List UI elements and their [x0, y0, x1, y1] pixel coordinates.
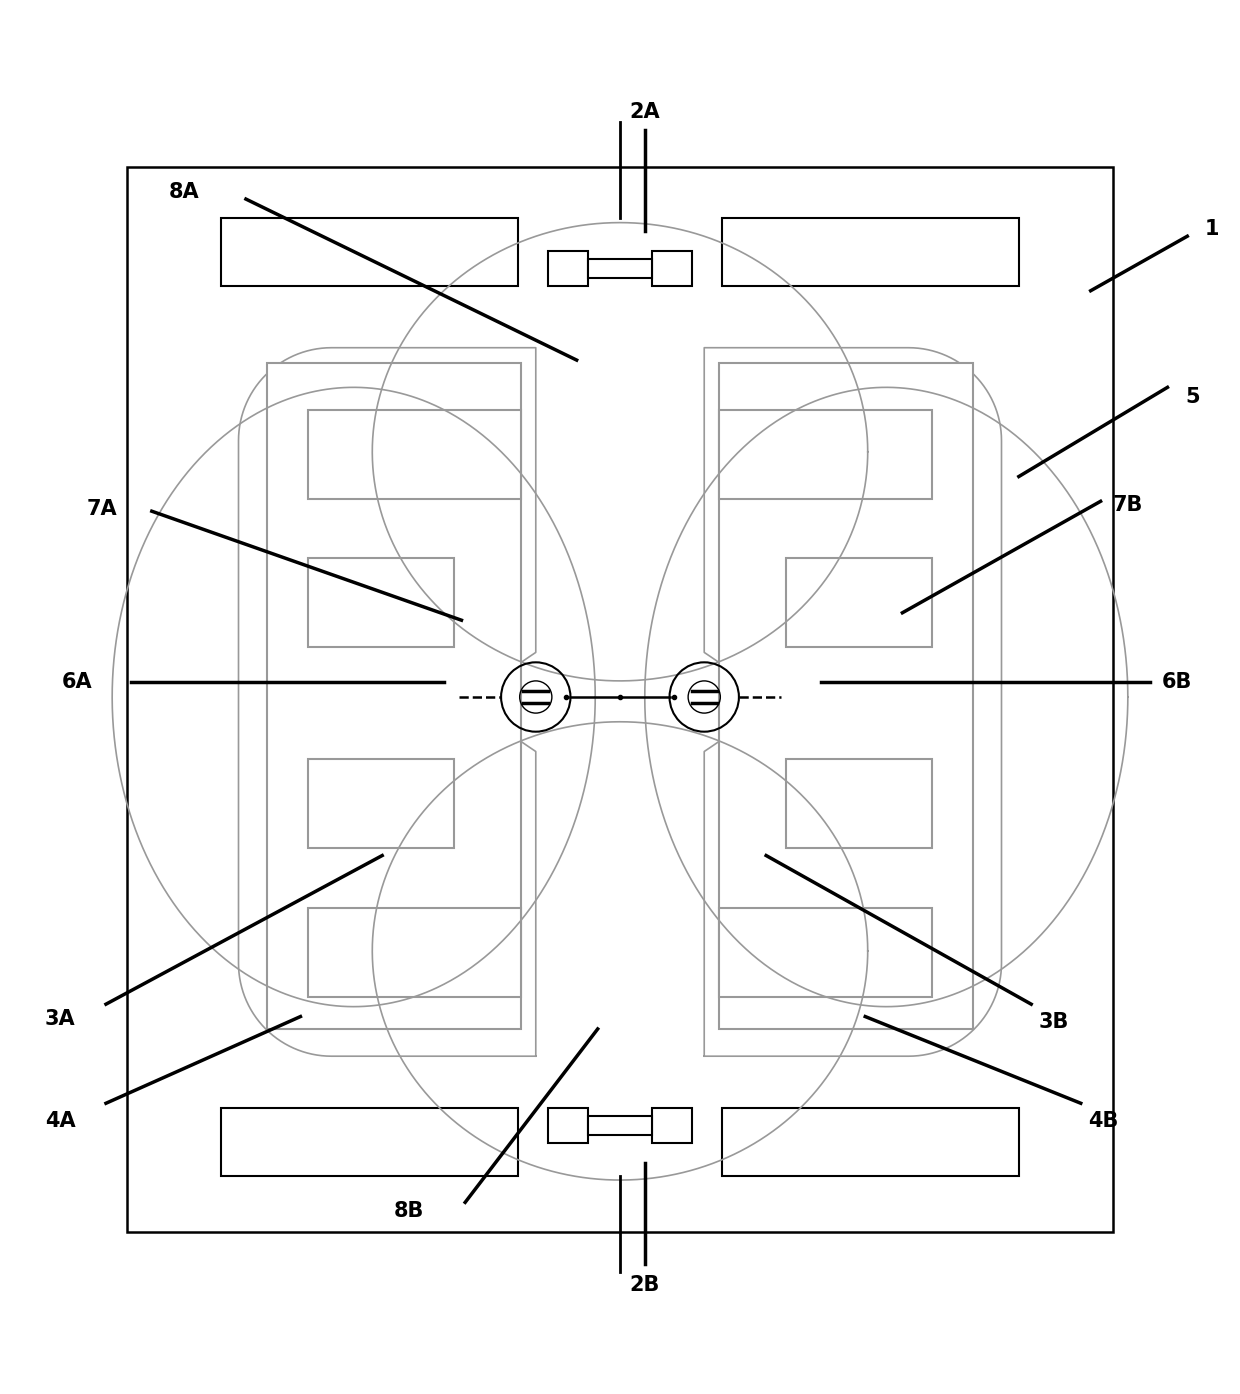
Bar [221, 217, 518, 286]
Bar [548, 1108, 588, 1143]
Text: 1: 1 [1205, 219, 1219, 238]
Bar [548, 251, 588, 286]
Text: 2A: 2A [630, 102, 660, 123]
Bar [786, 758, 932, 848]
Bar [588, 1115, 652, 1136]
Text: 7B: 7B [1112, 495, 1143, 514]
Bar [221, 1108, 518, 1177]
Bar [652, 251, 692, 286]
Bar [267, 362, 521, 1029]
Text: 5: 5 [1185, 388, 1199, 407]
Text: 6B: 6B [1162, 672, 1193, 693]
Bar [126, 167, 1114, 1232]
Text: 6A: 6A [62, 672, 93, 693]
Bar [786, 558, 932, 647]
Bar [719, 410, 932, 499]
Text: 3B: 3B [1038, 1012, 1069, 1032]
Text: 4B: 4B [1087, 1111, 1118, 1131]
Bar [308, 758, 454, 848]
Bar [588, 258, 652, 279]
Bar [722, 217, 1019, 286]
Bar [722, 1108, 1019, 1177]
Bar [652, 1108, 692, 1143]
Bar [719, 907, 932, 997]
Bar [308, 558, 454, 647]
Text: 2B: 2B [630, 1276, 660, 1295]
Text: 8A: 8A [169, 181, 200, 202]
Text: 4A: 4A [45, 1111, 76, 1131]
Text: 8B: 8B [394, 1202, 424, 1221]
Text: 7A: 7A [87, 499, 118, 519]
Text: 3A: 3A [45, 1009, 76, 1029]
Bar [719, 362, 973, 1029]
Bar [308, 410, 521, 499]
Bar [308, 907, 521, 997]
